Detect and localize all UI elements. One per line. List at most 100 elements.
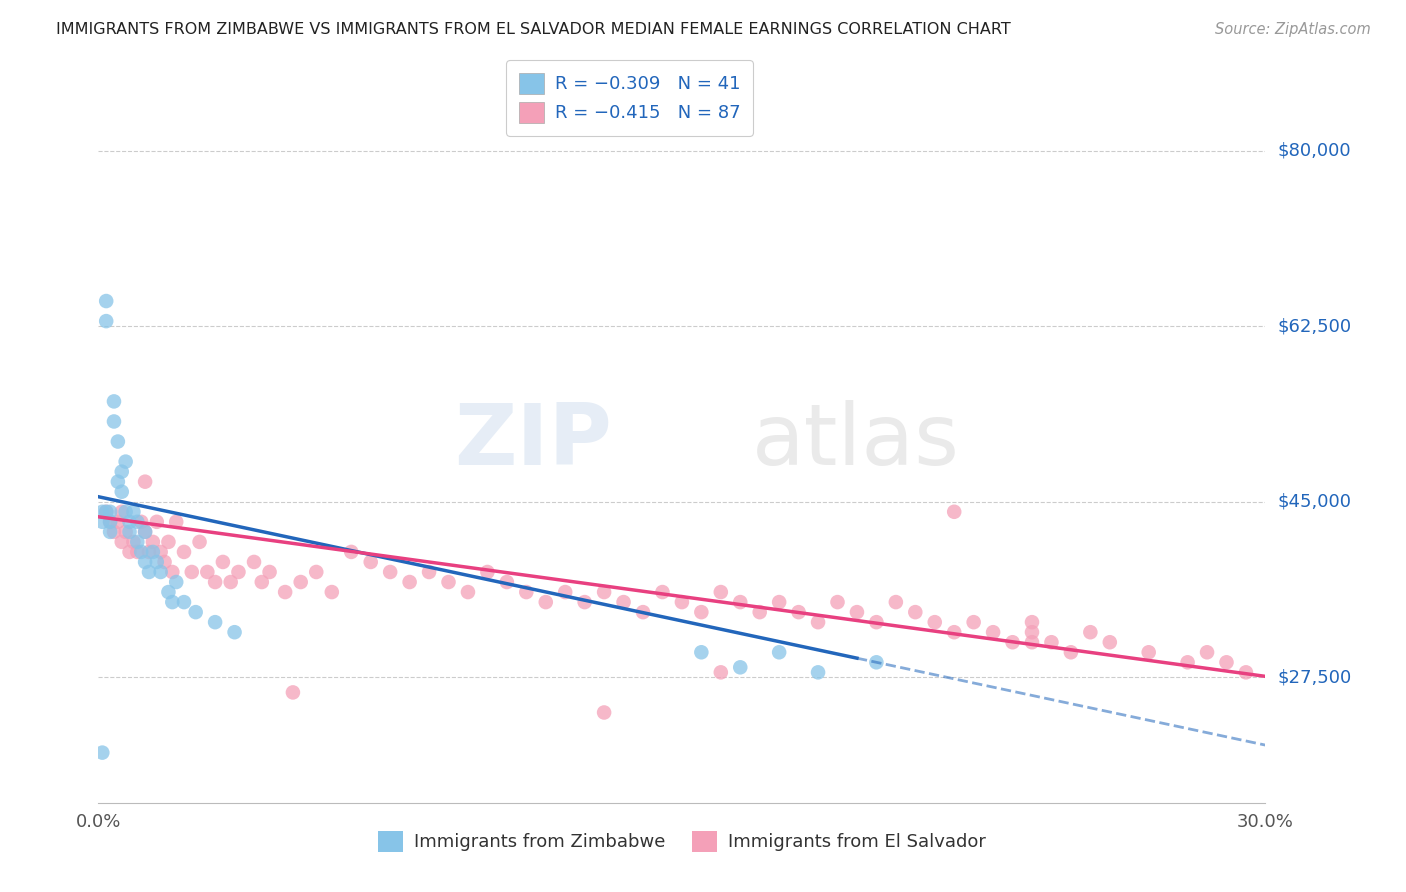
Point <box>827 595 849 609</box>
Point <box>574 595 596 609</box>
Point <box>807 615 830 630</box>
Point <box>96 505 118 519</box>
Point <box>554 585 576 599</box>
Text: Source: ZipAtlas.com: Source: ZipAtlas.com <box>1215 22 1371 37</box>
Point <box>212 555 235 569</box>
Text: ZIP: ZIP <box>454 400 612 483</box>
Text: $62,500: $62,500 <box>1277 318 1351 335</box>
Point <box>107 475 129 489</box>
Point <box>122 534 145 549</box>
Point <box>118 515 141 529</box>
Point <box>730 660 752 674</box>
Point <box>118 545 141 559</box>
Point <box>710 585 733 599</box>
Point <box>153 555 176 569</box>
Point <box>149 545 172 559</box>
Point <box>134 524 156 539</box>
Point <box>98 515 121 529</box>
Point <box>184 605 207 619</box>
Point <box>865 655 887 669</box>
Point <box>243 555 266 569</box>
Point <box>146 555 169 569</box>
Point <box>228 565 250 579</box>
Point <box>224 625 246 640</box>
Point <box>180 565 202 579</box>
Point <box>768 645 790 659</box>
Point <box>111 465 134 479</box>
Point <box>768 595 790 609</box>
Text: IMMIGRANTS FROM ZIMBABWE VS IMMIGRANTS FROM EL SALVADOR MEDIAN FEMALE EARNINGS C: IMMIGRANTS FROM ZIMBABWE VS IMMIGRANTS F… <box>56 22 1011 37</box>
Point <box>127 545 149 559</box>
Point <box>138 545 160 559</box>
Point <box>114 505 136 519</box>
Point <box>103 394 125 409</box>
Point <box>631 605 654 619</box>
Point <box>146 515 169 529</box>
Point <box>165 574 187 589</box>
Point <box>250 574 273 589</box>
Point <box>865 615 887 630</box>
Point <box>457 585 479 599</box>
Point <box>138 565 160 579</box>
Point <box>360 555 382 569</box>
Point <box>111 534 134 549</box>
Point <box>195 565 218 579</box>
Point <box>142 534 165 549</box>
Point <box>924 615 946 630</box>
Point <box>1021 635 1043 649</box>
Point <box>118 524 141 539</box>
Point <box>340 545 363 559</box>
Point <box>593 706 616 720</box>
Point <box>1137 645 1160 659</box>
Point <box>1021 625 1043 640</box>
Point <box>157 585 180 599</box>
Point <box>149 565 172 579</box>
Point <box>1060 645 1083 659</box>
Point <box>1001 635 1024 649</box>
Point <box>943 625 966 640</box>
Point <box>534 595 557 609</box>
Point <box>91 505 114 519</box>
Point <box>593 585 616 599</box>
Point <box>98 515 121 529</box>
Point <box>730 595 752 609</box>
Point <box>1040 635 1063 649</box>
Text: $45,000: $45,000 <box>1277 492 1351 511</box>
Point <box>515 585 537 599</box>
Point <box>613 595 636 609</box>
Point <box>129 515 152 529</box>
Point <box>807 665 830 680</box>
Point <box>219 574 242 589</box>
Point <box>1098 635 1121 649</box>
Point <box>111 505 134 519</box>
Point <box>91 515 114 529</box>
Point <box>671 595 693 609</box>
Point <box>943 505 966 519</box>
Point <box>98 524 121 539</box>
Point <box>1080 625 1102 640</box>
Text: atlas: atlas <box>752 400 960 483</box>
Point <box>259 565 281 579</box>
Point <box>884 595 907 609</box>
Point <box>748 605 770 619</box>
Point <box>114 524 136 539</box>
Point <box>290 574 312 589</box>
Point <box>129 545 152 559</box>
Point <box>111 484 134 499</box>
Point <box>114 454 136 469</box>
Legend: Immigrants from Zimbabwe, Immigrants from El Salvador: Immigrants from Zimbabwe, Immigrants fro… <box>370 823 994 859</box>
Point <box>107 515 129 529</box>
Point <box>96 314 118 328</box>
Point <box>274 585 297 599</box>
Point <box>690 605 713 619</box>
Point <box>418 565 440 579</box>
Point <box>165 515 187 529</box>
Point <box>962 615 984 630</box>
Point <box>162 595 184 609</box>
Point <box>380 565 402 579</box>
Text: $27,500: $27,500 <box>1277 668 1351 686</box>
Point <box>305 565 328 579</box>
Point <box>134 555 156 569</box>
Point <box>134 475 156 489</box>
Point <box>103 414 125 428</box>
